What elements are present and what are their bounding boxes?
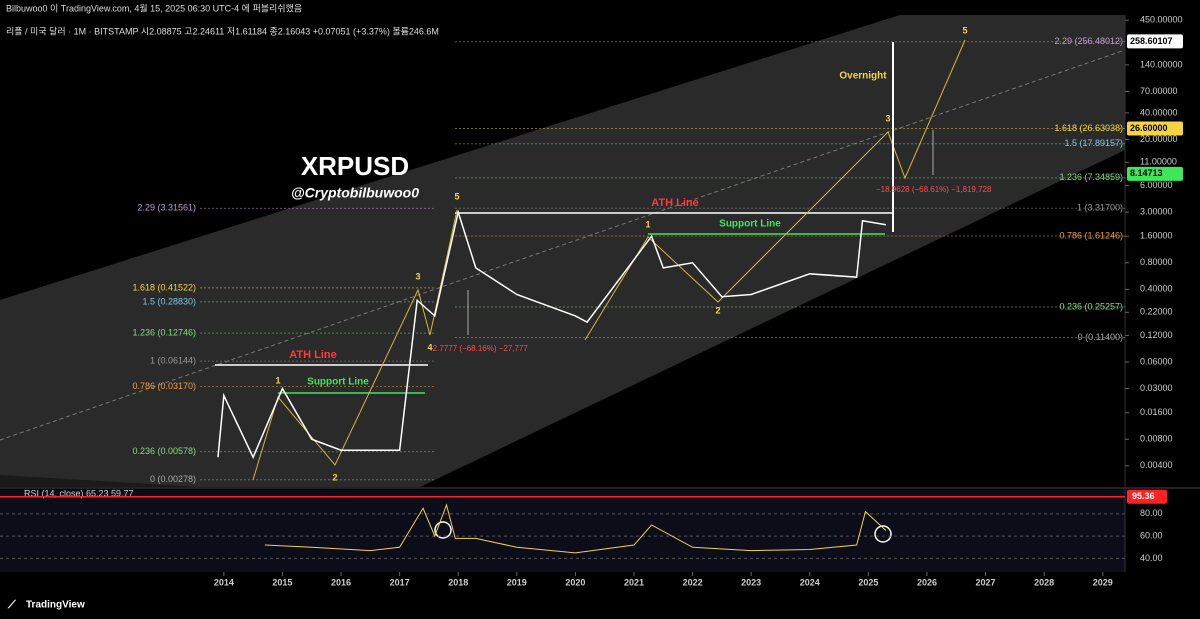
- overnight-label: Overnight: [839, 71, 887, 82]
- wave-label: 3: [415, 271, 420, 281]
- y-tick-label: 0.06000: [1140, 356, 1173, 366]
- fib-label: 1.236 (0.12746): [132, 328, 196, 338]
- channel: [0, 15, 1125, 487]
- support-label: Support Line: [719, 219, 781, 230]
- y-tick-label: 0.00800: [1140, 434, 1173, 444]
- subtitle: @Cryptobilbuwoo0: [291, 185, 419, 201]
- channel-mid: [0, 49, 1126, 441]
- wave-label: 2: [715, 305, 720, 315]
- y-tick-label: 0.03000: [1140, 383, 1173, 393]
- rsi-pane: [0, 490, 1125, 572]
- fib-label: 1 (3.31700): [1077, 203, 1123, 213]
- x-tick-label: 2020: [565, 577, 585, 587]
- wave-label: 2: [332, 472, 337, 482]
- fib-label: 1.618 (0.41522): [132, 282, 196, 292]
- rsi-label: RSI (14, close) 65.23 59.77: [24, 488, 134, 498]
- price-tag-label: 258.60107: [1130, 36, 1173, 46]
- y-tick-label: 0.22000: [1140, 307, 1173, 317]
- support-label: Support Line: [307, 377, 369, 388]
- y-tick-label: 0.01600: [1140, 407, 1173, 417]
- fib-label: 0 (0.11400): [1078, 332, 1123, 342]
- x-tick-label: 2027: [976, 577, 996, 587]
- x-tick-label: 2017: [390, 577, 410, 587]
- brand: TradingView: [26, 600, 85, 611]
- rsi-tag-label: 95.36: [1132, 491, 1155, 501]
- channel-edge: [0, 475, 200, 487]
- fib-label: 1.618 (26.63038): [1054, 123, 1123, 133]
- fib-label: 0.236 (0.25257): [1059, 301, 1123, 311]
- ath-label: ATH Line: [289, 349, 336, 361]
- fib-label: 1.236 (7.34859): [1059, 172, 1123, 182]
- price-tag: [1127, 166, 1183, 181]
- wave-label: 1: [645, 219, 650, 229]
- publisher: Bilbuwoo0 이 TradingView.com, 4월 15, 2025…: [6, 2, 302, 13]
- title: XRPUSD: [301, 151, 409, 181]
- fib-label: 2.29 (256.48012): [1054, 36, 1123, 46]
- y-tick-label: 0.80000: [1140, 257, 1173, 267]
- price-line: [217, 209, 887, 460]
- x-tick-label: 2018: [448, 577, 468, 587]
- rsi-circle: [874, 525, 892, 543]
- wave-label: 5: [962, 25, 967, 35]
- y-tick-label: 3.00000: [1140, 207, 1173, 217]
- y-tick-label: 70.00000: [1140, 86, 1178, 96]
- rsi-tick-label: 40.00: [1140, 553, 1163, 563]
- rsi-tag: [1127, 489, 1167, 504]
- y-tick-label: 6.00000: [1140, 180, 1173, 190]
- x-tick-label: 2021: [624, 577, 644, 587]
- y-tick-label: 0.12000: [1140, 330, 1173, 340]
- x-tick-label: 2014: [214, 577, 234, 587]
- y-tick-label: 20.00000: [1140, 134, 1178, 144]
- y-tick-label: 0.40000: [1140, 284, 1173, 294]
- y-tick-label: 450.00000: [1140, 15, 1183, 25]
- x-tick-label: 2029: [1093, 577, 1113, 587]
- wave-label: 4: [427, 342, 432, 352]
- y-tick-label: 0.00400: [1140, 460, 1173, 470]
- fib-label: 0.236 (0.00578): [132, 446, 196, 456]
- ath-label: ATH Line: [651, 197, 698, 209]
- wave-label: 1: [275, 375, 280, 385]
- rsi-tick-label: 60.00: [1140, 531, 1163, 541]
- price-tag: [1127, 34, 1183, 49]
- x-tick-label: 2023: [741, 577, 761, 587]
- fib-label: 1.5 (17.89157): [1064, 138, 1123, 148]
- rsi-tick-label: 80.00: [1140, 508, 1163, 518]
- y-tick-label: 140.00000: [1140, 59, 1183, 69]
- drop-label: −2.7777 (−68.16%) −27,777: [428, 344, 528, 353]
- rsi-circle: [434, 521, 452, 539]
- price-tag: [1127, 121, 1183, 136]
- y-tick-label: 11.00000: [1140, 157, 1177, 167]
- fib-label: 1 (0.06144): [150, 356, 196, 366]
- fib-label: 0.786 (1.61246): [1059, 230, 1123, 240]
- fib-label: 1.5 (0.28830): [142, 296, 196, 306]
- y-tick-label: 40.00000: [1140, 107, 1178, 117]
- wave-label: 5: [454, 191, 459, 201]
- x-tick-label: 2022: [683, 577, 703, 587]
- fib-label: 0 (0.00278): [150, 474, 196, 484]
- x-tick-label: 2028: [1034, 577, 1054, 587]
- x-tick-label: 2025: [858, 577, 878, 587]
- rsi-line: [264, 503, 887, 554]
- x-tick-label: 2024: [800, 577, 820, 587]
- price-tag-label: 26.60000: [1130, 123, 1168, 133]
- brand-logo: ⟋: [7, 599, 17, 611]
- price-tag-label: 8.14713: [1130, 168, 1163, 178]
- x-tick-label: 2016: [331, 577, 351, 587]
- fib-label: 0.786 (0.03170): [132, 381, 196, 391]
- x-tick-label: 2019: [507, 577, 527, 587]
- wave-label: 3: [885, 113, 890, 123]
- x-tick-label: 2015: [272, 577, 292, 587]
- y-tick-label: 1.60000: [1140, 231, 1173, 241]
- symbol-info: 리플 / 미국 달러 · 1M · BITSTAMP 시2.08875 고2.2…: [6, 25, 439, 36]
- x-tick-label: 2026: [917, 577, 937, 587]
- fib-label: 2.29 (3.31561): [137, 203, 196, 213]
- drop-label: −18.9628 (−68.61%) −1,819,728: [876, 185, 992, 194]
